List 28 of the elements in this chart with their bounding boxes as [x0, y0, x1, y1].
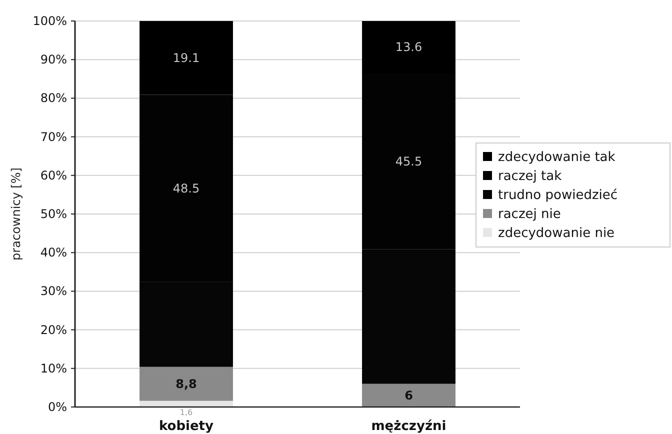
legend-label: raczej tak [498, 169, 562, 184]
y-tick-label: 40% [40, 246, 67, 260]
y-tick-label: 90% [40, 52, 67, 67]
y-tick-label: 30% [40, 284, 67, 298]
data-label: 1,6 [180, 408, 193, 417]
data-label: 13.6 [395, 40, 422, 54]
legend-label: raczej nie [498, 207, 561, 222]
y-tick-label: 20% [40, 322, 67, 337]
y-tick-label: 50% [40, 207, 67, 221]
y-tick-label: 0% [48, 400, 67, 414]
data-label: 8,8 [176, 376, 197, 391]
data-label: 45.5 [395, 154, 422, 168]
data-label: 6 [404, 388, 413, 402]
y-tick-label: 80% [40, 91, 67, 106]
y-tick-label: 60% [40, 168, 67, 182]
legend-label: trudno powiedzieć [498, 188, 618, 203]
x-tick-label: kobiety [159, 419, 214, 434]
data-label: 19.1 [172, 50, 200, 65]
bar [362, 384, 456, 407]
x-tick-label: mężczyźni [371, 419, 446, 434]
legend-label: zdecydowanie tak [498, 150, 616, 165]
legend-label: zdecydowanie nie [498, 226, 615, 241]
bar [140, 366, 233, 401]
y-axis-title: pracownicy [%] [9, 168, 23, 260]
y-tick-label: 100% [32, 14, 67, 28]
y-tick-label: 70% [40, 130, 67, 144]
y-tick-label: 10% [40, 361, 67, 376]
data-label: 48.5 [172, 181, 200, 196]
